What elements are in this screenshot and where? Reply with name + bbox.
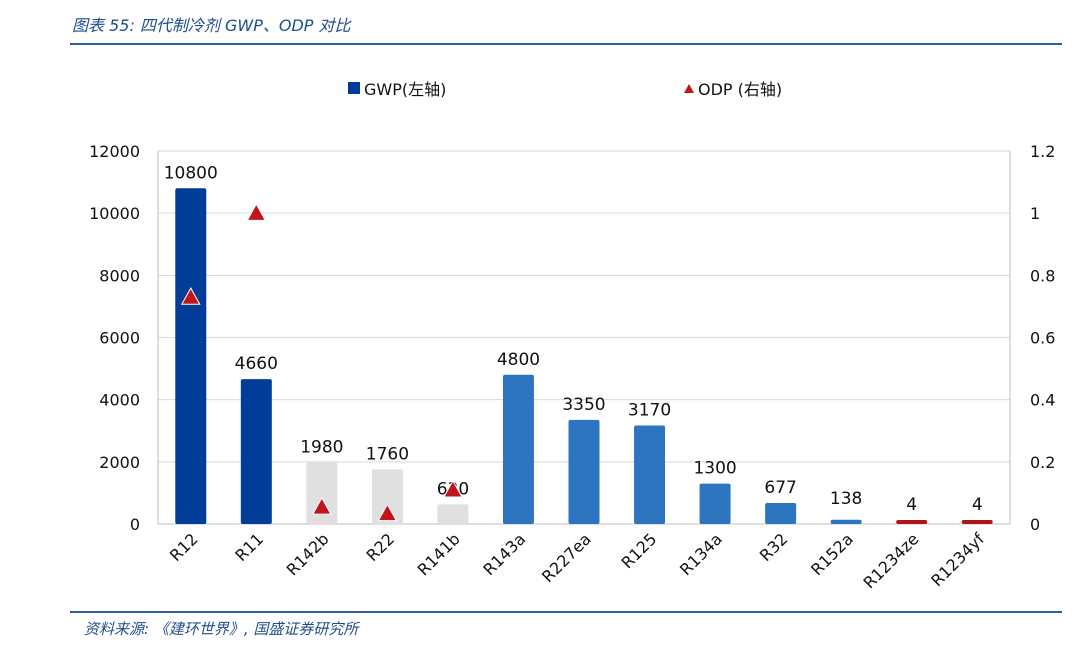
legend-odp-marker — [684, 83, 694, 93]
right-tick-label: 0.8 — [1030, 266, 1055, 285]
bar — [306, 462, 338, 524]
category-label: R12 — [166, 529, 202, 565]
bar — [765, 502, 797, 524]
right-tick-label: 0.2 — [1030, 453, 1055, 472]
chart-caption: 图表 55: 四代制冷剂 GWP、ODP 对比 — [72, 16, 351, 35]
legend-gwp-label: GWP(左轴) — [364, 80, 447, 99]
odp-marker — [180, 287, 201, 305]
bar — [437, 504, 469, 524]
right-tick-label: 0 — [1030, 515, 1040, 534]
category-label: R142b — [283, 529, 333, 579]
bottom-divider — [70, 611, 1062, 613]
category-label: R32 — [756, 529, 792, 565]
data-label: 1980 — [300, 437, 343, 457]
data-label: 1300 — [693, 459, 736, 479]
data-label: 4 — [906, 495, 917, 515]
category-label: R152a — [807, 529, 857, 579]
data-label: 10800 — [164, 163, 218, 183]
left-tick-label: 0 — [130, 515, 140, 534]
bar — [634, 425, 666, 524]
data-label: 4660 — [235, 354, 278, 374]
bar — [502, 374, 534, 524]
bar — [568, 419, 600, 524]
left-tick-label: 2000 — [99, 453, 140, 472]
legend-gwp-swatch — [348, 82, 360, 94]
left-tick-label: 10000 — [89, 204, 140, 223]
bar — [371, 469, 403, 524]
odp-marker — [377, 503, 398, 522]
left-tick-label: 12000 — [89, 142, 140, 161]
left-tick-label: 4000 — [99, 391, 140, 410]
data-label: 1760 — [366, 444, 409, 464]
odp-marker — [311, 496, 332, 515]
category-label: R125 — [617, 529, 660, 572]
right-tick-label: 0.6 — [1030, 329, 1055, 348]
odp-marker — [443, 479, 463, 498]
bar — [961, 520, 993, 524]
data-label: 4 — [972, 495, 983, 515]
left-tick-label: 8000 — [99, 266, 140, 285]
odp-marker — [246, 203, 267, 221]
category-label: R1234yf — [927, 529, 988, 590]
legend-gwp: GWP(左轴) — [348, 76, 446, 100]
data-label: 3350 — [562, 395, 605, 415]
category-label: R134a — [676, 529, 726, 579]
bar — [240, 379, 272, 524]
category-label: R143a — [479, 529, 529, 579]
bar — [830, 519, 862, 524]
legend-odp-label: ODP (右轴) — [698, 80, 783, 99]
category-label: R1234ze — [860, 529, 923, 592]
category-label: R141b — [414, 529, 464, 579]
right-tick-label: 1.2 — [1030, 142, 1055, 161]
bar — [896, 520, 928, 524]
bar — [699, 483, 731, 524]
category-label: R11 — [231, 529, 267, 565]
right-tick-label: 1 — [1030, 204, 1040, 223]
right-tick-label: 0.4 — [1030, 391, 1055, 410]
data-label: 3170 — [628, 400, 671, 420]
data-label: 4800 — [497, 350, 540, 370]
legend-odp: ODP (右轴) — [684, 76, 782, 100]
bar — [175, 188, 207, 525]
source-note: 资料来源: 《建环世界》, 国盛证券研究所 — [84, 620, 359, 638]
data-label: 677 — [764, 478, 796, 498]
category-label: R22 — [363, 529, 399, 565]
category-label: R227ea — [538, 529, 595, 586]
left-tick-label: 6000 — [99, 329, 140, 348]
data-label: 138 — [830, 489, 862, 509]
top-divider — [70, 43, 1062, 45]
